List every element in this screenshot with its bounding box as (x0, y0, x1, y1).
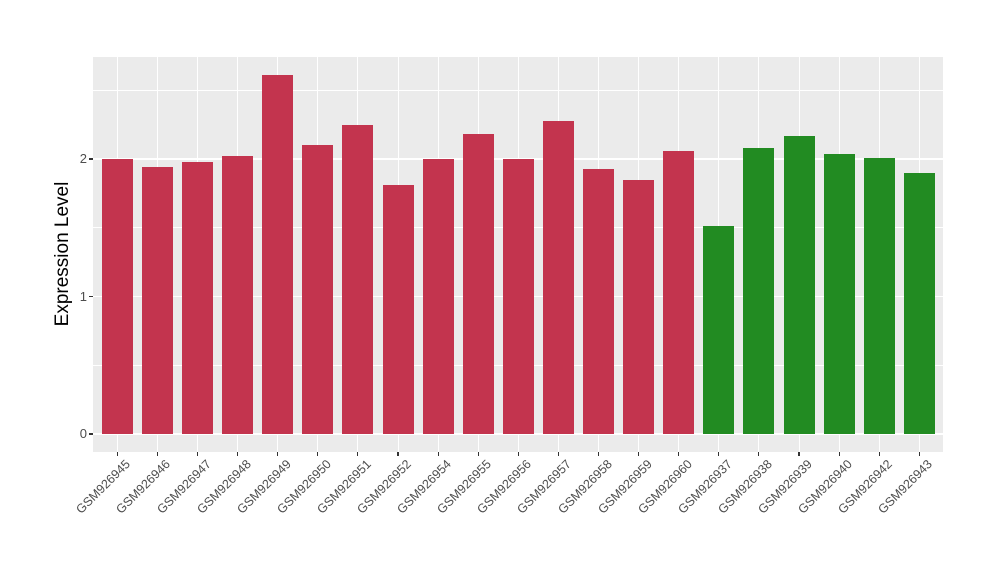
bar-GSM926940 (823, 153, 855, 434)
x-tick-mark (678, 452, 680, 456)
x-tick-mark (397, 452, 399, 456)
y-axis-title: Expression Level (52, 181, 73, 327)
x-tick-mark (277, 452, 279, 456)
x-tick-mark (517, 452, 519, 456)
x-tick-mark (116, 452, 118, 456)
bar-GSM926954 (422, 159, 454, 434)
x-tick-mark (557, 452, 559, 456)
bar-GSM926938 (743, 148, 775, 434)
bar-GSM926945 (101, 159, 133, 434)
x-tick-mark (638, 452, 640, 456)
bar-GSM926955 (462, 134, 494, 434)
x-tick-mark (718, 452, 720, 456)
x-tick-mark (357, 452, 359, 456)
bar-GSM926947 (182, 161, 213, 434)
x-tick-mark (878, 452, 880, 456)
y-tick-label: 0 (79, 426, 87, 441)
bar-GSM926942 (863, 157, 895, 434)
bar-GSM926960 (663, 150, 695, 434)
bar-GSM926951 (342, 124, 374, 434)
gridline-y-major (93, 158, 943, 160)
plot-panel (93, 57, 943, 452)
x-tick-mark (838, 452, 840, 456)
x-tick-mark (437, 452, 439, 456)
x-tick-mark (317, 452, 319, 456)
bar-GSM926939 (783, 135, 815, 434)
bar-GSM926943 (903, 172, 935, 434)
bar-GSM926956 (502, 159, 534, 434)
x-tick-mark (798, 452, 800, 456)
bar-GSM926949 (262, 75, 294, 434)
x-tick-mark (597, 452, 600, 456)
y-tick-label: 2 (79, 151, 87, 166)
bar-GSM926937 (703, 226, 735, 434)
bar-GSM926946 (141, 167, 173, 434)
y-tick-mark (89, 295, 93, 298)
x-tick-mark (156, 452, 158, 456)
bar-GSM926948 (222, 156, 254, 434)
gridline-y-minor (93, 89, 943, 91)
x-tick-mark (758, 452, 760, 456)
bar-GSM926950 (302, 145, 334, 434)
x-tick-mark (196, 452, 199, 456)
bar-GSM926952 (382, 185, 414, 434)
bar-GSM926959 (623, 179, 655, 434)
bar-GSM926957 (542, 120, 574, 434)
y-tick-label: 1 (79, 288, 87, 304)
bar-GSM926958 (583, 168, 614, 434)
x-tick-mark (477, 452, 479, 456)
y-tick-mark (89, 158, 93, 160)
x-tick-mark (918, 452, 920, 456)
y-tick-mark (89, 433, 93, 435)
x-tick-mark (237, 452, 239, 456)
